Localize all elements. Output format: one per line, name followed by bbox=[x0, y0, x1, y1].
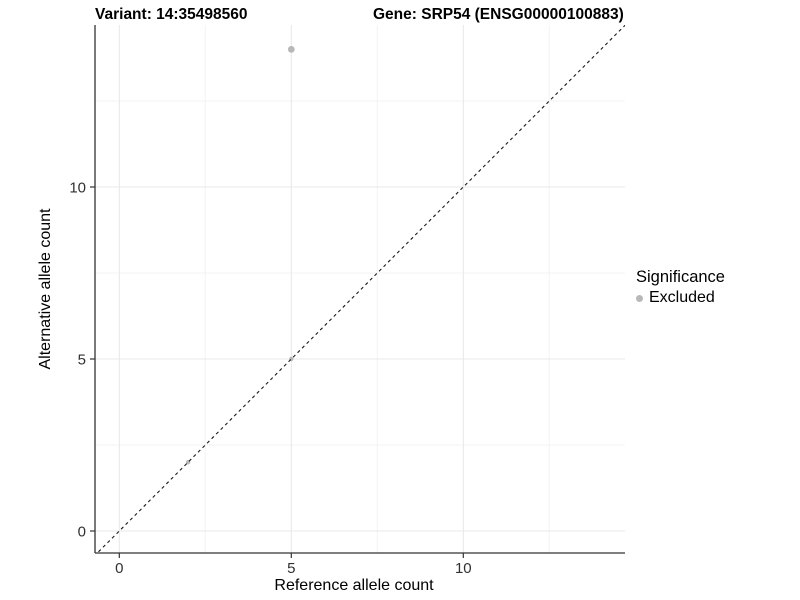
legend-point-swatch bbox=[636, 294, 643, 302]
variant-title: Variant: 14:35498560 bbox=[95, 6, 248, 23]
gene-title: Gene: SRP54 (ENSG00000100883) bbox=[373, 6, 624, 23]
minor-gridlines bbox=[95, 25, 625, 553]
legend: Significance Excluded bbox=[636, 268, 725, 307]
identity-line bbox=[96, 25, 625, 553]
y-axis-title: Alternative allele count bbox=[37, 208, 54, 370]
x-tick-label: 10 bbox=[455, 560, 472, 577]
data-point bbox=[287, 46, 295, 53]
axis-ticks: 0 5 10 0 5 10 bbox=[69, 180, 471, 578]
y-tick-label: 10 bbox=[69, 180, 86, 197]
data-points bbox=[185, 46, 295, 465]
y-tick-label: 0 bbox=[78, 524, 86, 541]
y-tick-label: 5 bbox=[78, 352, 86, 369]
x-axis-title: Reference allele count bbox=[274, 577, 434, 594]
major-gridlines bbox=[95, 25, 625, 553]
legend-title: Significance bbox=[636, 268, 725, 286]
legend-item-excluded: Excluded bbox=[636, 289, 725, 307]
x-tick-label: 5 bbox=[287, 560, 295, 577]
legend-item-label: Excluded bbox=[649, 289, 715, 306]
axis-lines bbox=[94, 25, 625, 554]
x-tick-label: 0 bbox=[115, 560, 123, 577]
